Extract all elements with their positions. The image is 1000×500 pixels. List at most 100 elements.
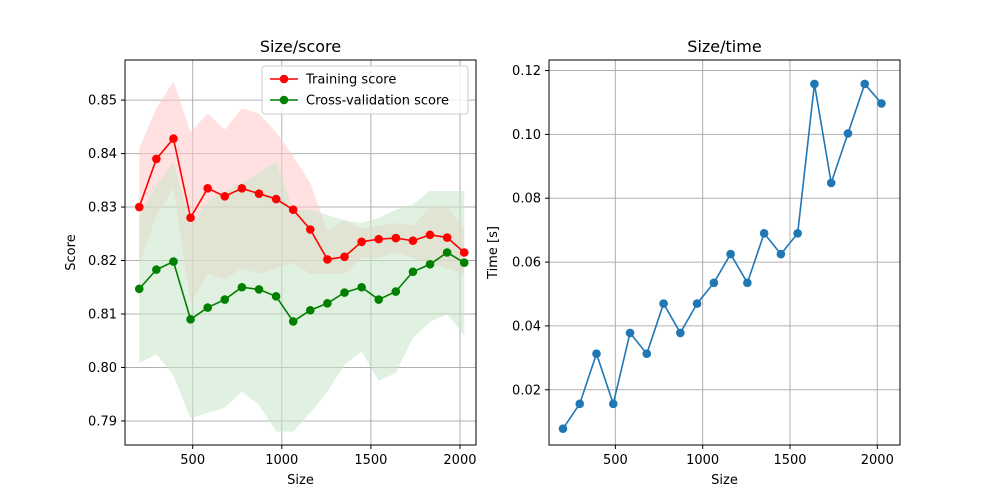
y-tick-label: 0.82	[88, 254, 117, 269]
data-point	[425, 259, 435, 269]
data-point	[408, 236, 418, 246]
data-point	[271, 292, 281, 301]
data-point	[776, 249, 786, 259]
y-tick-label: 0.06	[512, 256, 541, 271]
x-tick-label: 1000	[686, 453, 719, 468]
legend-frame	[261, 65, 469, 115]
x-tick-label: 1500	[354, 453, 387, 468]
chart-2: 500 1000 1500 2000 0.02 0.04 0.06 0.08 0.10 0.12 S…	[486, 37, 901, 488]
data-point	[220, 295, 230, 304]
data-point	[459, 248, 469, 257]
x-tick-label: 500	[603, 453, 628, 468]
x-axis-label: Size	[287, 473, 314, 488]
data-point	[169, 257, 178, 266]
data-point	[254, 285, 264, 294]
data-point	[709, 278, 719, 288]
data-point	[592, 349, 601, 358]
data-point	[323, 298, 332, 308]
data-point	[726, 249, 735, 259]
data-point	[134, 284, 144, 294]
y-axis-label: Score	[64, 234, 79, 270]
plot-area	[134, 81, 469, 432]
y-tick-label: 0.04	[512, 319, 541, 334]
data-point	[442, 248, 452, 257]
chart-1: 500 1000 1500 2000 0.79 0.80 0.81 0.82 0.83 0.84 0…	[64, 37, 477, 488]
x-tick-label: 500	[180, 453, 205, 468]
x-tick-label: 2000	[861, 453, 894, 468]
data-point	[558, 424, 568, 434]
plot-area	[558, 79, 886, 434]
data-point	[271, 194, 281, 204]
y-axis-label: Time [s]	[486, 226, 501, 280]
data-point	[237, 184, 247, 193]
data-point	[642, 349, 652, 358]
data-point	[237, 282, 247, 292]
data-point	[134, 202, 144, 212]
x-tick-label: 2000	[443, 453, 476, 468]
x-tick-label: 1000	[265, 453, 298, 468]
data-point	[743, 278, 752, 288]
data-point	[459, 258, 469, 267]
data-point	[391, 287, 401, 296]
data-point	[608, 399, 618, 409]
data-point	[391, 233, 401, 243]
legend-label: Cross-validation score	[306, 94, 449, 109]
data-point	[186, 213, 195, 223]
plot-frame	[548, 59, 901, 446]
legend-label: Training score	[305, 73, 396, 88]
data-point	[793, 229, 802, 238]
x-tick-label: 1500	[773, 453, 806, 468]
data-point	[169, 134, 178, 143]
data-point	[357, 237, 366, 247]
data-point	[676, 328, 685, 338]
data-point	[425, 230, 435, 240]
data-point	[625, 328, 635, 338]
data-point	[374, 295, 384, 304]
data-point	[826, 178, 836, 188]
data-point	[152, 265, 161, 274]
data-point	[288, 205, 298, 215]
plot-frame	[124, 59, 477, 446]
data-point	[323, 255, 332, 264]
y-tick-label: 0.08	[512, 192, 541, 207]
data-point	[152, 154, 161, 164]
legend: Training score Cross-validation score	[261, 65, 469, 115]
y-tick-label: 0.85	[88, 94, 117, 109]
confidence-band-2	[139, 161, 465, 432]
data-point	[203, 184, 212, 193]
data-point	[203, 303, 212, 312]
data-point	[340, 252, 349, 262]
data-point	[442, 233, 452, 242]
data-point	[659, 299, 668, 308]
data-point	[305, 305, 315, 315]
data-point	[305, 225, 315, 234]
y-tick-label: 0.12	[512, 64, 541, 79]
data-point	[254, 189, 264, 198]
y-tick-label: 0.83	[88, 201, 117, 216]
data-point	[357, 282, 366, 292]
data-point	[692, 299, 702, 308]
y-tick-label: 0.81	[88, 307, 117, 322]
data-point	[408, 267, 418, 277]
series-line-1	[562, 82, 883, 430]
data-point	[288, 317, 298, 326]
y-tick-label: 0.02	[512, 383, 541, 398]
legend-swatch-marker	[279, 74, 289, 84]
data-point	[340, 288, 349, 297]
chart-title: Size/time	[687, 37, 761, 56]
chart-title: Size/score	[260, 37, 341, 56]
y-tick-label: 0.79	[88, 414, 117, 429]
data-point	[220, 192, 230, 201]
data-point	[843, 129, 853, 138]
data-point	[877, 99, 886, 108]
data-point	[810, 79, 819, 89]
data-point	[860, 79, 870, 89]
data-point	[759, 229, 769, 238]
legend-swatch-marker	[279, 95, 289, 105]
y-tick-label: 0.84	[88, 147, 117, 162]
y-tick-label: 0.80	[88, 361, 117, 376]
x-axis-label: Size	[711, 473, 738, 488]
data-point	[186, 315, 195, 324]
data-point	[575, 399, 585, 409]
